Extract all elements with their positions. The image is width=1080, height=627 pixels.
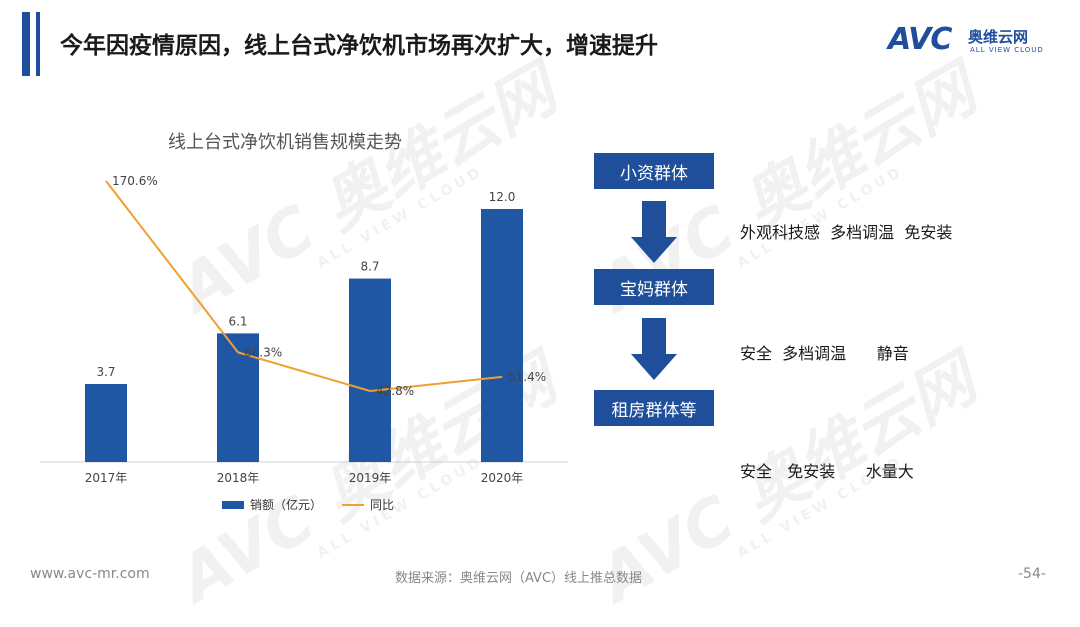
chart-legend: 销额（亿元） 同比 <box>222 496 394 513</box>
x-tick-label: 2020年 <box>481 471 524 485</box>
x-tick-label: 2018年 <box>217 471 260 485</box>
logo-en: ALL VIEW CLOUD <box>970 46 1044 54</box>
bar-data-label: 12.0 <box>489 190 516 204</box>
legend-line-label: 同比 <box>370 498 395 512</box>
flow-box-baoma: 宝妈群体 <box>594 269 714 305</box>
line-data-label: 42.8% <box>376 384 414 398</box>
bar-sales <box>349 278 391 462</box>
down-arrow-icon <box>631 201 677 263</box>
line-data-label: 51.4% <box>508 370 546 384</box>
legend-bar-label: 销额（亿元） <box>250 498 323 512</box>
title-accent-bar <box>22 12 30 76</box>
feature-text: 安全 免安装 水量大 <box>740 462 914 481</box>
line-point <box>369 390 371 392</box>
footer-source: 数据来源：奥维云网（AVC）线上推总数据 <box>395 571 643 586</box>
line-point <box>105 180 107 182</box>
legend-line-swatch <box>342 503 365 506</box>
x-tick-label: 2017年 <box>85 471 128 485</box>
bar-data-label: 8.7 <box>360 260 379 274</box>
line-point <box>501 376 503 378</box>
footer-website: www.avc-mr.com <box>30 566 150 582</box>
feature-text: 安全 多档调温 静音 <box>740 344 909 363</box>
legend-bar-swatch <box>222 500 244 509</box>
line-data-label: 66.3% <box>244 345 282 359</box>
bar-sales <box>85 383 127 462</box>
bar-sales <box>217 333 259 462</box>
flow-box-zufang: 租房群体等 <box>594 390 714 426</box>
flow-box-xiaozi: 小资群体 <box>594 153 714 189</box>
down-arrow-icon <box>631 318 677 380</box>
line-point <box>237 351 239 353</box>
sales-chart: 3.7 2017年 6.1 2018年 8.7 2019年 12.0 2020年 170.6% 6… <box>40 174 568 485</box>
bar-sales <box>481 209 523 462</box>
bar-data-label: 6.1 <box>228 314 247 328</box>
line-data-label: 170.6% <box>112 174 158 188</box>
page-number: -54- <box>1018 566 1046 582</box>
x-tick-label: 2019年 <box>349 471 392 485</box>
logo-mark: AVC <box>888 22 952 57</box>
chart-title: 线上台式净饮机销售规模走势 <box>168 132 402 153</box>
avc-logo: AVC 奥维云网 ALL VIEW CLOUD <box>888 22 1058 62</box>
line-yoy <box>105 180 503 393</box>
page-title: 今年因疫情原因，线上台式净饮机市场再次扩大，增速提升 <box>60 33 658 59</box>
bar-data-label: 3.7 <box>96 365 115 379</box>
logo-cn: 奥维云网 <box>968 28 1029 46</box>
title-accent-bar-thin <box>36 12 40 76</box>
feature-text: 外观科技感 多档调温 免安装 <box>740 223 953 242</box>
